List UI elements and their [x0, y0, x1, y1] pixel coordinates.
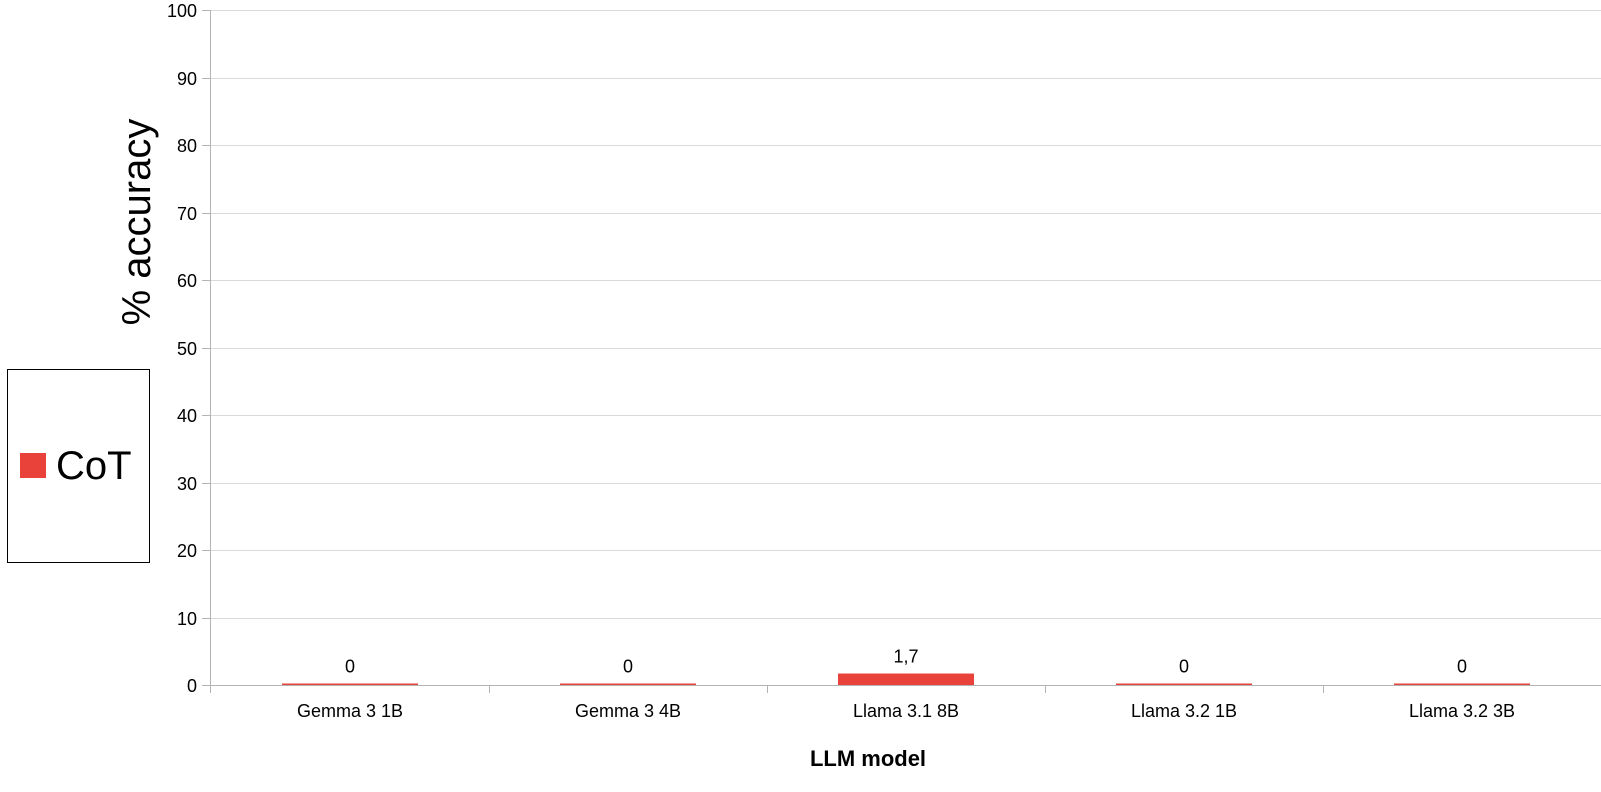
x-tick-label-4: Llama 3.2 3B: [1409, 701, 1515, 721]
y-tick-label-80: 80: [177, 136, 197, 156]
data-label-2: 1,7: [893, 647, 918, 667]
legend-swatch-cot: [20, 453, 46, 478]
data-label-0: 0: [345, 657, 355, 677]
x-tick-label-0: Gemma 3 1B: [297, 701, 403, 721]
y-tick-label-0: 0: [187, 676, 197, 696]
y-axis-title: % accuracy: [115, 119, 159, 326]
axes: [210, 10, 1601, 693]
bar-1: [560, 683, 696, 685]
y-tick-label-70: 70: [177, 204, 197, 224]
x-tick-label-3: Llama 3.2 1B: [1131, 701, 1237, 721]
legend: CoT: [7, 369, 150, 563]
bar-0: [282, 683, 418, 685]
y-tick-label-30: 30: [177, 474, 197, 494]
data-labels: 0 0 1,7 0 0: [345, 647, 1467, 677]
bar-3: [1116, 683, 1252, 685]
gridlines: [202, 10, 1601, 686]
y-tick-label-50: 50: [177, 339, 197, 359]
x-axis-title: LLM model: [810, 746, 926, 771]
x-tick-label-1: Gemma 3 4B: [575, 701, 681, 721]
y-tick-label-60: 60: [177, 271, 197, 291]
y-tick-label-90: 90: [177, 69, 197, 89]
y-tick-label-10: 10: [177, 609, 197, 629]
x-tick-labels: Gemma 3 1B Gemma 3 4B Llama 3.1 8B Llama 3.…: [297, 701, 1515, 721]
y-tick-label-20: 20: [177, 541, 197, 561]
data-label-3: 0: [1179, 657, 1189, 677]
data-label-1: 0: [623, 657, 633, 677]
y-tick-label-100: 100: [167, 1, 197, 21]
y-tick-labels: 0 10 20 30 40 50 60 70 80 90 100: [167, 1, 197, 696]
bars: [282, 673, 1530, 685]
bar-4: [1394, 683, 1530, 685]
legend-label-cot: CoT: [56, 444, 132, 488]
bar-2: [838, 673, 974, 685]
y-tick-label-40: 40: [177, 406, 197, 426]
x-tick-label-2: Llama 3.1 8B: [853, 701, 959, 721]
data-label-4: 0: [1457, 657, 1467, 677]
